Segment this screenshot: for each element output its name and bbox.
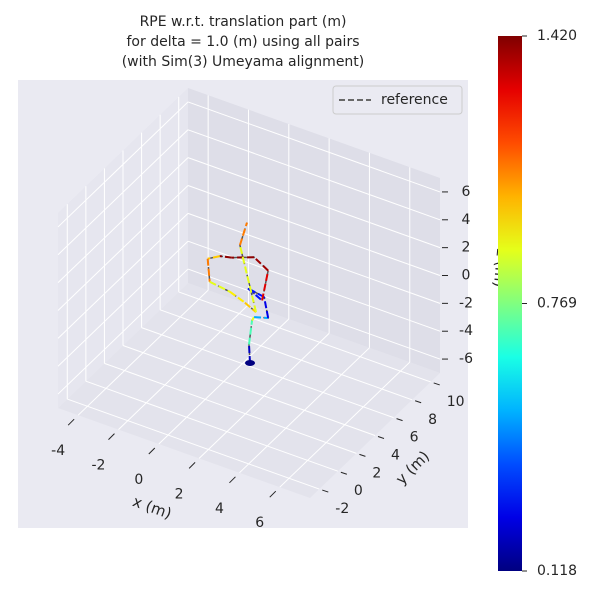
y-tick-label: 2	[372, 465, 381, 481]
colorbar-tick-label: 0.769	[537, 296, 577, 312]
y-tick	[414, 400, 422, 404]
x-tick	[148, 447, 156, 455]
grid-line	[187, 185, 441, 276]
grid-line	[187, 268, 441, 360]
grid-line	[187, 157, 441, 249]
y-tick-label: 10	[447, 394, 465, 410]
x-tick-label: 2	[175, 486, 184, 502]
trajectory-segment	[244, 301, 257, 313]
trajectory-segment	[238, 222, 248, 246]
trajectory-segment	[219, 255, 232, 259]
grid-line	[104, 362, 357, 454]
y-tick	[340, 471, 348, 475]
grid-line	[141, 327, 394, 419]
grid-line	[57, 129, 189, 256]
y-tick	[359, 453, 366, 457]
z-tick-label: 4	[462, 212, 471, 228]
legend-label: reference	[381, 92, 448, 108]
colorbar	[498, 36, 522, 571]
x-tick	[188, 462, 196, 469]
grid-line	[122, 345, 376, 436]
legend-box	[332, 85, 463, 115]
trajectory-segment	[263, 296, 270, 319]
z-tick-label: 0	[462, 268, 471, 284]
y-tick-label: 6	[410, 430, 419, 446]
x-tick-label: 4	[215, 501, 224, 517]
grid-line	[67, 398, 320, 490]
trajectory-segment	[261, 270, 270, 301]
trajectory-segment	[207, 255, 220, 260]
grid-line	[57, 240, 189, 367]
chart-title: RPE w.r.t. translation part (m) for delta…	[122, 14, 365, 70]
grid-line	[178, 291, 431, 383]
grid-line	[57, 101, 189, 228]
z-tick-label: -6	[459, 351, 473, 367]
y-tick-label: -2	[335, 501, 349, 517]
z-tick-label: -4	[459, 323, 473, 339]
y-tick	[433, 382, 440, 386]
grid-line	[85, 380, 339, 472]
trajectory-segment	[238, 244, 258, 313]
grid-line	[187, 212, 441, 304]
colorbar-tick-label: 1.420	[537, 28, 577, 44]
y-tick-label: 8	[428, 412, 437, 428]
y-tick	[377, 436, 385, 439]
x-tick	[108, 433, 115, 440]
z-tick-label: 6	[462, 184, 471, 200]
x-tick	[229, 476, 236, 484]
trajectory-segment	[209, 280, 231, 293]
colorbar-tick-label: 0.118	[537, 563, 577, 579]
y-tick-label: 4	[391, 448, 400, 464]
y-tick	[396, 418, 403, 422]
trajectory-segment	[229, 290, 246, 304]
x-tick-label: 6	[255, 515, 264, 531]
grid-line	[57, 185, 189, 311]
y-tick	[322, 489, 329, 493]
x-tick-label: -2	[91, 458, 105, 474]
z-tick-label: 2	[462, 240, 471, 256]
trajectory-segment	[253, 256, 269, 272]
trajectory-segment	[251, 316, 255, 322]
grid-line	[187, 240, 441, 332]
y-tick-label: 0	[354, 483, 363, 499]
x-tick-label: -4	[51, 443, 65, 459]
trajectory-segment	[248, 320, 254, 345]
grid-line	[57, 268, 189, 395]
grid-line	[159, 309, 413, 401]
x-tick	[269, 490, 277, 498]
grid-line	[57, 157, 189, 284]
z-tick-label: -2	[459, 295, 473, 311]
x-tick	[67, 418, 75, 426]
x-tick-label: 0	[134, 472, 143, 488]
start-marker	[245, 360, 256, 367]
trajectory-segment	[253, 316, 269, 319]
grid-line	[57, 212, 189, 339]
trajectory-segment	[206, 258, 211, 282]
legend: reference	[332, 85, 463, 115]
grid-line	[187, 129, 441, 221]
grid-line	[187, 101, 441, 193]
trajectory-segment	[248, 344, 252, 364]
